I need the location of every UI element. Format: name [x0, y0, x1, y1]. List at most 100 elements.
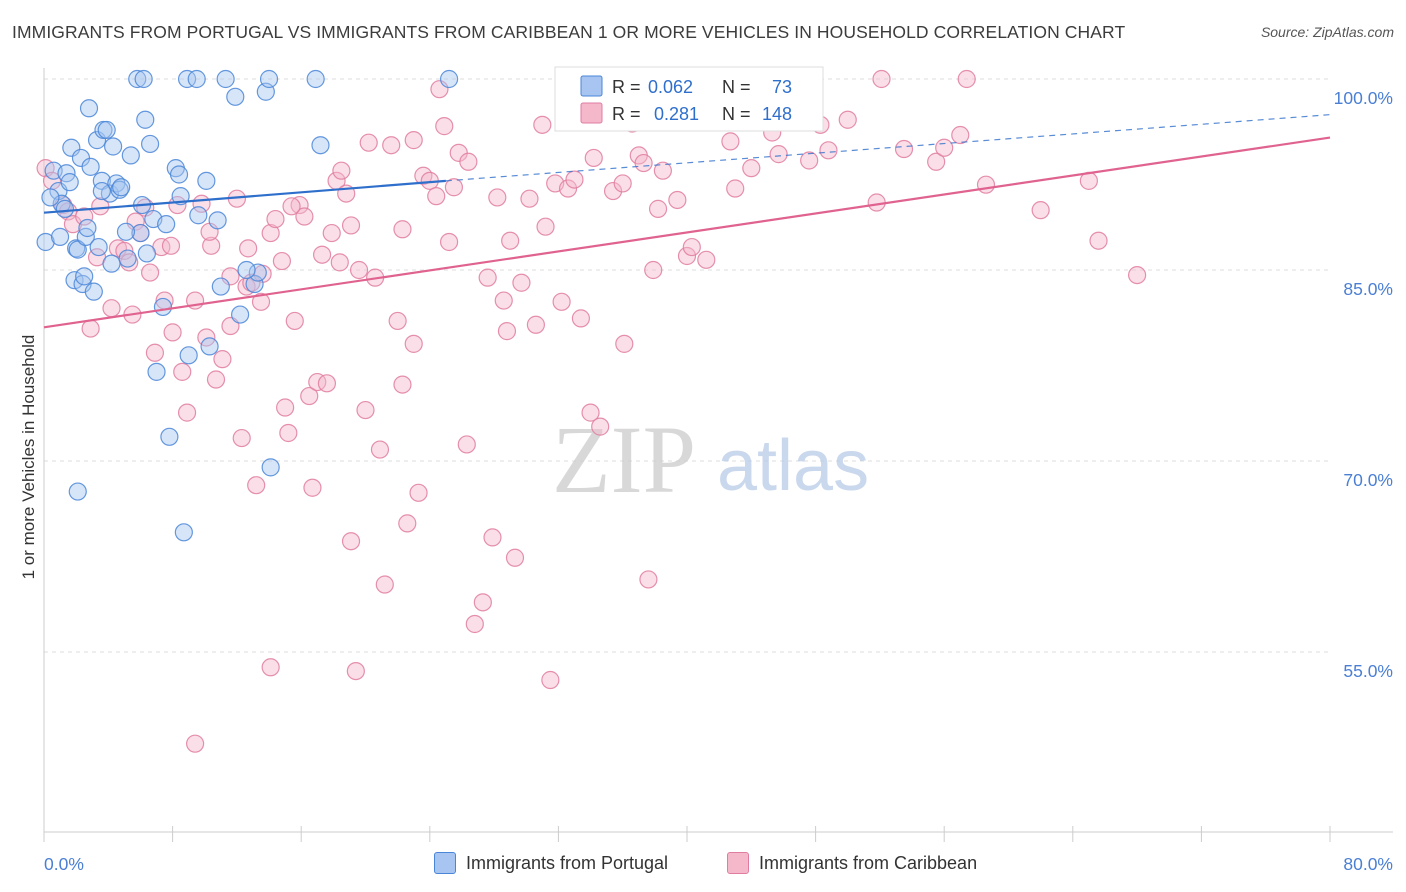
- caribbean-point: [615, 334, 634, 353]
- caribbean-point: [494, 291, 513, 310]
- caribbean-point: [359, 133, 378, 152]
- portugal-point: [245, 274, 264, 294]
- portugal-point: [153, 297, 173, 317]
- caribbean-point: [1031, 201, 1050, 220]
- caribbean-point: [558, 179, 578, 198]
- watermark-zip: ZIP: [552, 406, 696, 513]
- stats-n-label-caribbean: N =: [722, 104, 751, 124]
- caribbean-point: [644, 260, 663, 280]
- portugal-point: [160, 427, 179, 446]
- caribbean-point: [427, 187, 446, 206]
- portugal-point: [136, 110, 155, 129]
- caribbean-point: [536, 217, 555, 236]
- portugal-point: [84, 282, 103, 301]
- caribbean-point: [581, 403, 600, 422]
- caribbean-point: [639, 570, 658, 589]
- caribbean-point: [603, 181, 623, 201]
- portugal-trend-extension: [445, 114, 1331, 182]
- legend-item-caribbean: Immigrants from Caribbean: [727, 852, 977, 874]
- caribbean-point: [526, 315, 545, 334]
- y-axis-label: 1 or more Vehicles in Household: [19, 335, 38, 580]
- stats-r-value-portugal: 0.062: [648, 77, 693, 97]
- caribbean-point: [145, 343, 165, 362]
- caribbean-point: [308, 372, 327, 392]
- stats-r-label-caribbean: R =: [612, 104, 641, 124]
- caribbean-point: [393, 220, 412, 239]
- caribbean-point: [332, 161, 351, 180]
- portugal-point: [179, 346, 198, 365]
- caribbean-point: [465, 614, 484, 634]
- caribbean-point: [213, 350, 232, 369]
- caribbean-point: [382, 136, 401, 155]
- portugal-point: [112, 178, 131, 197]
- caribbean-point: [247, 476, 266, 495]
- caribbean-point: [266, 209, 285, 229]
- caribbean-point: [478, 268, 497, 287]
- caribbean-point: [91, 197, 110, 216]
- caribbean-point: [444, 178, 464, 197]
- caribbean-point: [404, 131, 423, 150]
- caribbean-point: [282, 197, 301, 216]
- axes: [43, 68, 1393, 842]
- portugal-point: [187, 69, 206, 89]
- caribbean-point: [951, 125, 970, 145]
- caribbean-point: [677, 246, 697, 266]
- legend-swatch-caribbean: [727, 852, 749, 874]
- portugal-trend-line: [43, 179, 446, 214]
- caribbean-point: [927, 152, 946, 171]
- caribbean-point: [239, 239, 258, 258]
- x-tick-label-min: 0.0%: [44, 854, 84, 874]
- portugal-point: [102, 254, 121, 273]
- portugal-point: [137, 244, 156, 263]
- caribbean-point: [206, 370, 226, 389]
- caribbean-point: [303, 478, 322, 497]
- caribbean-point: [872, 69, 891, 89]
- caribbean-point: [161, 236, 181, 255]
- caribbean-point: [435, 117, 454, 136]
- caribbean-point: [501, 231, 520, 250]
- portugal-point: [216, 69, 235, 89]
- caribbean-point: [976, 175, 996, 194]
- caribbean-point: [251, 292, 271, 311]
- caribbean-point: [520, 189, 539, 208]
- caribbean-point: [375, 575, 394, 594]
- caribbean-point: [613, 174, 632, 193]
- stats-legend-swatch-portugal: [580, 75, 603, 97]
- portugal-point: [50, 227, 70, 246]
- trend-lines: [43, 114, 1331, 329]
- y-tick-label: 55.0%: [1343, 661, 1393, 681]
- caribbean-point: [957, 69, 976, 89]
- legend-swatch-portugal: [434, 852, 456, 874]
- caribbean-point: [584, 148, 603, 168]
- caribbean-point: [459, 152, 478, 171]
- caribbean-point: [349, 260, 369, 280]
- caribbean-point: [285, 311, 304, 331]
- caribbean-point: [232, 428, 251, 448]
- stats-r-value-caribbean: 0.281: [654, 104, 699, 124]
- portugal-points: [36, 69, 459, 542]
- caribbean-point: [497, 322, 517, 341]
- portugal-point: [116, 222, 136, 241]
- caribbean-point: [457, 435, 476, 454]
- chart-title: IMMIGRANTS FROM PORTUGAL VS IMMIGRANTS F…: [12, 22, 1126, 42]
- stats-n-value-portugal: 73: [772, 77, 792, 97]
- caribbean-point: [346, 661, 365, 681]
- caribbean-point: [404, 334, 423, 353]
- portugal-point: [208, 211, 227, 230]
- portugal-point: [121, 146, 140, 165]
- caribbean-point: [935, 138, 954, 157]
- caribbean-point: [202, 236, 221, 255]
- portugal-point: [157, 215, 176, 234]
- portugal-point: [171, 187, 190, 206]
- caribbean-point: [682, 237, 701, 257]
- caribbean-point: [591, 417, 610, 436]
- caribbean-point: [186, 734, 205, 753]
- caribbean-point: [81, 319, 100, 338]
- caribbean-point: [295, 207, 314, 226]
- caribbean-point: [388, 311, 407, 331]
- y-tick-label: 85.0%: [1343, 279, 1393, 299]
- caribbean-point: [726, 179, 745, 198]
- caribbean-point: [163, 323, 182, 342]
- portugal-point: [439, 69, 459, 89]
